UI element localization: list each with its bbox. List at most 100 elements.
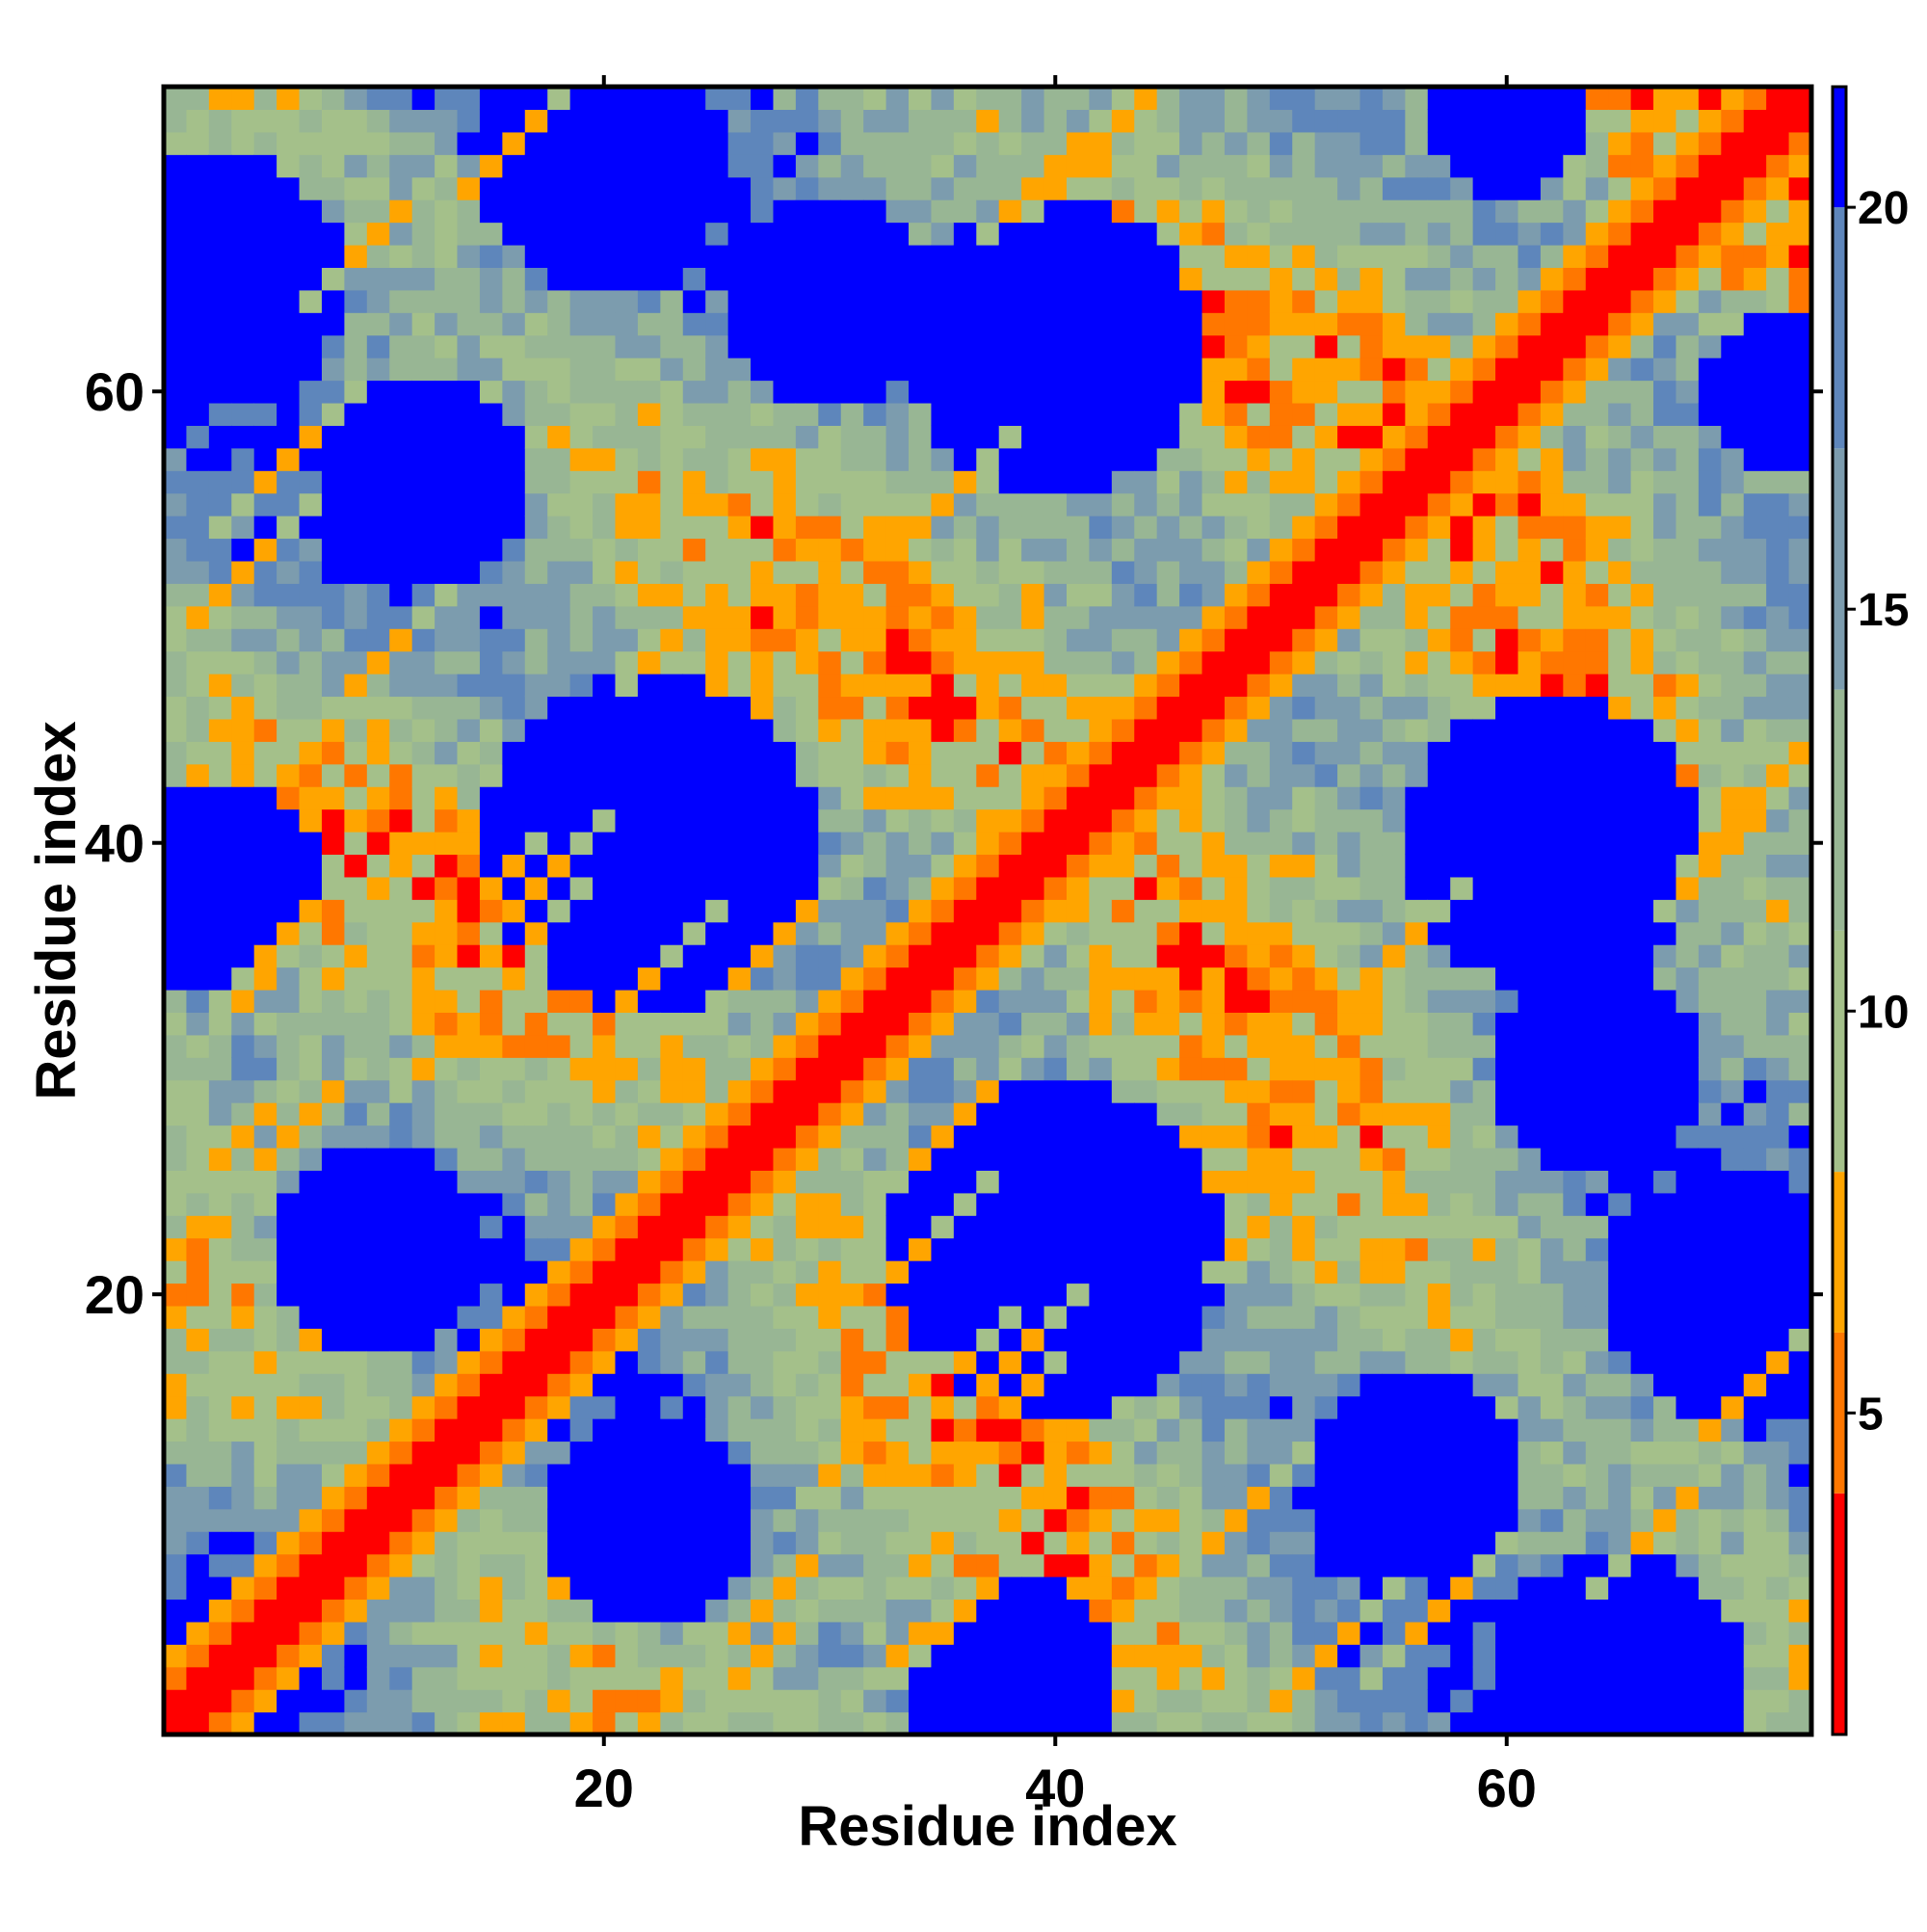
heatmap-cell <box>1337 1350 1361 1374</box>
heatmap-cell <box>637 334 661 358</box>
heatmap-cell <box>885 447 910 471</box>
heatmap-cell <box>773 718 797 742</box>
heatmap-cell <box>1427 1350 1451 1374</box>
heatmap-cell <box>795 1463 819 1487</box>
heatmap-cell <box>818 1034 842 1058</box>
heatmap-cell <box>863 1192 887 1216</box>
heatmap-cell <box>1292 1215 1316 1239</box>
heatmap-cell <box>773 447 797 471</box>
heatmap-cell <box>1676 966 1700 991</box>
heatmap-cell <box>637 1057 661 1081</box>
heatmap-cell <box>411 267 436 291</box>
heatmap-cell <box>818 650 842 675</box>
heatmap-cell <box>1043 1283 1068 1307</box>
heatmap-cell <box>1563 718 1587 742</box>
heatmap-cell <box>840 786 864 810</box>
heatmap-cell <box>976 1079 1000 1103</box>
heatmap-cell <box>321 447 345 471</box>
heatmap-cell <box>953 402 977 426</box>
heatmap-cell <box>976 1305 1000 1329</box>
heatmap-cell <box>863 380 887 404</box>
heatmap-cell <box>953 944 977 968</box>
heatmap-cell <box>1179 131 1203 155</box>
heatmap-cell <box>1450 154 1474 178</box>
heatmap-cell <box>1201 1170 1226 1194</box>
heatmap-cell <box>1111 650 1135 675</box>
heatmap-cell <box>1224 1079 1248 1103</box>
heatmap-cell <box>1630 1441 1654 1465</box>
heatmap-cell <box>1518 1553 1542 1577</box>
heatmap-cell <box>1156 176 1180 200</box>
heatmap-cell <box>953 1170 977 1194</box>
heatmap-cell <box>1450 583 1474 607</box>
heatmap-cell <box>1337 1463 1361 1487</box>
heatmap-cell <box>637 1170 661 1194</box>
heatmap-cell <box>1292 1711 1316 1735</box>
heatmap-cell <box>1495 583 1519 607</box>
heatmap-cell <box>1608 876 1632 900</box>
heatmap-cell <box>1111 1576 1135 1601</box>
heatmap-cell <box>976 1553 1000 1577</box>
heatmap-cell <box>1111 1170 1135 1194</box>
heatmap-cell <box>524 1215 548 1239</box>
heatmap-cell <box>1337 1599 1361 1623</box>
heatmap-cell <box>1247 1531 1271 1555</box>
heatmap-cell <box>795 1576 819 1601</box>
heatmap-cell <box>1450 1373 1474 1397</box>
heatmap-cell <box>1608 1057 1632 1081</box>
heatmap-cell <box>818 763 842 787</box>
heatmap-cell <box>1676 1260 1700 1284</box>
heatmap-cell <box>208 763 232 787</box>
heatmap-cell <box>1495 380 1519 404</box>
heatmap-cell <box>411 989 436 1014</box>
heatmap-cell <box>1630 1147 1654 1171</box>
heatmap-cell <box>1585 447 1609 471</box>
heatmap-cell <box>253 1012 277 1036</box>
heatmap-cell <box>593 966 617 991</box>
heatmap-cell <box>1472 516 1496 540</box>
heatmap-cell <box>751 1237 775 1261</box>
heatmap-cell <box>253 131 277 155</box>
heatmap-cell <box>366 1689 390 1713</box>
heatmap-cell <box>253 176 277 200</box>
heatmap-cell <box>1427 989 1451 1014</box>
heatmap-cell <box>615 786 639 810</box>
heatmap-cell <box>1314 1283 1338 1307</box>
heatmap-cell <box>795 357 819 382</box>
heatmap-cell <box>1314 1034 1338 1058</box>
heatmap-cell <box>389 696 413 720</box>
heatmap-cell <box>1495 1012 1519 1036</box>
heatmap-cell <box>615 899 639 923</box>
heatmap-cell <box>208 1621 232 1645</box>
heatmap-cell <box>1156 605 1180 629</box>
heatmap-cell <box>1043 492 1068 516</box>
heatmap-cell <box>727 267 752 291</box>
heatmap-cell <box>909 583 933 607</box>
heatmap-cell <box>1450 1125 1474 1149</box>
heatmap-cell <box>1359 899 1384 923</box>
heatmap-cell <box>344 334 368 358</box>
heatmap-cell <box>1540 718 1564 742</box>
heatmap-cell <box>885 650 910 675</box>
heatmap-cell <box>1156 1328 1180 1352</box>
heatmap-cell <box>1563 1395 1587 1419</box>
heatmap-cell <box>569 921 594 945</box>
heatmap-cell <box>524 1463 548 1487</box>
heatmap-cell <box>1630 560 1654 584</box>
heatmap-cell <box>524 1260 548 1284</box>
heatmap-cell <box>277 1621 301 1645</box>
heatmap-cell <box>186 921 210 945</box>
heatmap-cell <box>208 1260 232 1284</box>
heatmap-cell <box>186 583 210 607</box>
heatmap-cell <box>1337 154 1361 178</box>
heatmap-cell <box>1450 109 1474 133</box>
heatmap-cell <box>389 312 413 336</box>
heatmap-cell <box>299 674 323 698</box>
heatmap-cell <box>1495 899 1519 923</box>
heatmap-cell <box>1314 357 1338 382</box>
heatmap-cell <box>1540 1689 1564 1713</box>
heatmap-cell <box>1495 1147 1519 1171</box>
heatmap-cell <box>1179 222 1203 246</box>
heatmap-cell <box>1043 380 1068 404</box>
heatmap-cell <box>1518 1283 1542 1307</box>
